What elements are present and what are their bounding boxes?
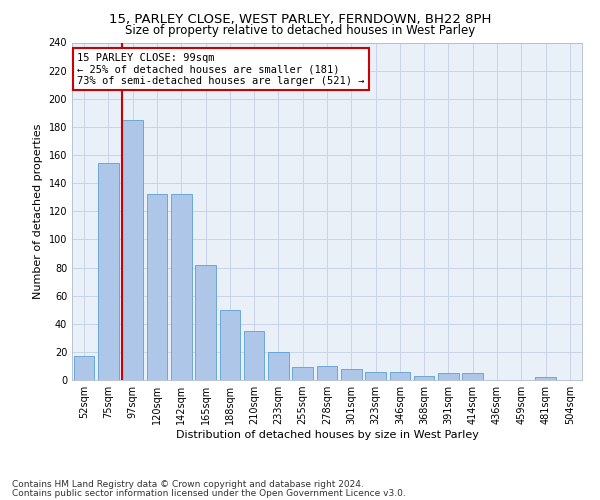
- Bar: [341, 369, 362, 380]
- Bar: [146, 194, 167, 380]
- Bar: [463, 373, 483, 380]
- Bar: [171, 194, 191, 380]
- Bar: [195, 264, 216, 380]
- Bar: [389, 372, 410, 380]
- Bar: [220, 310, 240, 380]
- Text: Size of property relative to detached houses in West Parley: Size of property relative to detached ho…: [125, 24, 475, 37]
- Bar: [292, 368, 313, 380]
- Bar: [317, 366, 337, 380]
- Bar: [414, 376, 434, 380]
- Text: 15 PARLEY CLOSE: 99sqm
← 25% of detached houses are smaller (181)
73% of semi-de: 15 PARLEY CLOSE: 99sqm ← 25% of detached…: [77, 52, 365, 86]
- Bar: [244, 331, 265, 380]
- Text: 15, PARLEY CLOSE, WEST PARLEY, FERNDOWN, BH22 8PH: 15, PARLEY CLOSE, WEST PARLEY, FERNDOWN,…: [109, 12, 491, 26]
- Bar: [98, 164, 119, 380]
- Bar: [122, 120, 143, 380]
- Bar: [268, 352, 289, 380]
- Text: Contains public sector information licensed under the Open Government Licence v3: Contains public sector information licen…: [12, 489, 406, 498]
- Bar: [535, 377, 556, 380]
- Bar: [74, 356, 94, 380]
- X-axis label: Distribution of detached houses by size in West Parley: Distribution of detached houses by size …: [176, 430, 478, 440]
- Bar: [365, 372, 386, 380]
- Bar: [438, 373, 459, 380]
- Y-axis label: Number of detached properties: Number of detached properties: [33, 124, 43, 299]
- Text: Contains HM Land Registry data © Crown copyright and database right 2024.: Contains HM Land Registry data © Crown c…: [12, 480, 364, 489]
